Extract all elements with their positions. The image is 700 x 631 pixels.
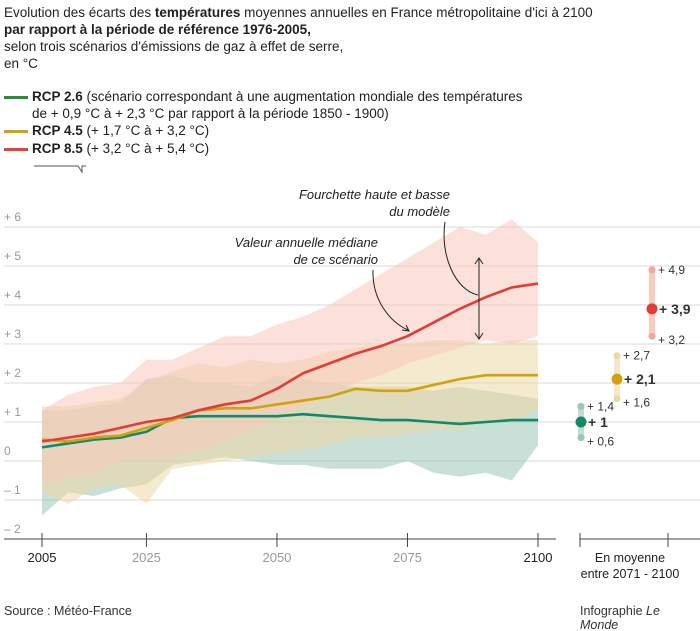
high-dot — [613, 352, 621, 360]
legend-swatch — [4, 95, 28, 99]
legend-rcp45: RCP 4.5 (+ 1,7 °C à + 3,2 °C) — [4, 122, 209, 139]
x-tick-label: 2025 — [132, 550, 161, 565]
y-tick-label: + 1 — [4, 405, 21, 419]
legend-swatch — [4, 129, 28, 133]
annotation-median: Valeur annuelle médiane de ce scénario — [234, 235, 378, 267]
chart-title: Evolution des écarts des températures mo… — [4, 5, 593, 20]
arrow-head — [401, 324, 410, 332]
source: Source : Météo-France — [4, 604, 132, 618]
side-caption: En moyenne entre 2071 - 2100 — [580, 551, 680, 581]
high-label: + 1,4 — [587, 399, 614, 413]
high-dot — [577, 402, 585, 410]
x-tick-label: 2075 — [393, 550, 422, 565]
y-tick-label: – 2 — [4, 522, 21, 536]
x-tick-label: 2005 — [28, 550, 57, 565]
arrow-heads — [474, 257, 484, 340]
median-line-rcp45 — [41, 373, 538, 443]
high-dot — [648, 266, 656, 274]
x-tick-label: 2050 — [262, 550, 291, 565]
legend-rcp26: RCP 2.6 (scénario correspondant à une au… — [4, 88, 523, 122]
chart-unit: en °C — [4, 56, 38, 71]
chart-subtitle: selon trois scénarios d'émissions de gaz… — [4, 39, 344, 54]
median-line-rcp85 — [41, 282, 539, 443]
low-dot — [613, 395, 621, 403]
low-label: + 3,2 — [658, 333, 685, 347]
low-dot — [577, 434, 585, 442]
annotation-range: Fourchette haute et basse du modèle — [298, 187, 450, 219]
y-tick-label: + 4 — [4, 288, 21, 302]
mean-label: + 3,9 — [659, 301, 691, 317]
y-tick-label: 0 — [4, 444, 11, 458]
mean-label: + 1 — [588, 414, 608, 430]
high-label: + 4,9 — [658, 263, 685, 277]
mean-dot — [646, 303, 658, 315]
y-tick-label: + 6 — [4, 210, 21, 224]
y-tick-label: + 3 — [4, 327, 21, 341]
legend-bracket — [34, 165, 86, 174]
legend-rcp85: RCP 8.5 (+ 3,2 °C à + 5,4 °C) — [4, 140, 209, 157]
y-tick-label: + 5 — [4, 249, 21, 263]
low-label: + 1,6 — [623, 396, 650, 410]
mean-dot — [575, 416, 587, 428]
credit: Infographie Le Monde — [580, 604, 660, 631]
mean-dot — [611, 373, 623, 385]
high-label: + 2,7 — [623, 349, 650, 363]
legend-swatch — [4, 147, 28, 151]
x-tick-label: 2100 — [524, 550, 553, 565]
low-dot — [648, 332, 656, 340]
y-tick-label: – 1 — [4, 483, 21, 497]
low-label: + 0,6 — [587, 435, 614, 449]
mean-label: + 2,1 — [624, 371, 656, 387]
annotation-range-leader — [443, 221, 479, 296]
y-tick-label: + 2 — [4, 366, 21, 380]
median-line-rcp26 — [41, 412, 538, 449]
chart-title-line2: par rapport à la période de référence 19… — [4, 22, 311, 37]
annotation-median-leader — [372, 269, 409, 331]
